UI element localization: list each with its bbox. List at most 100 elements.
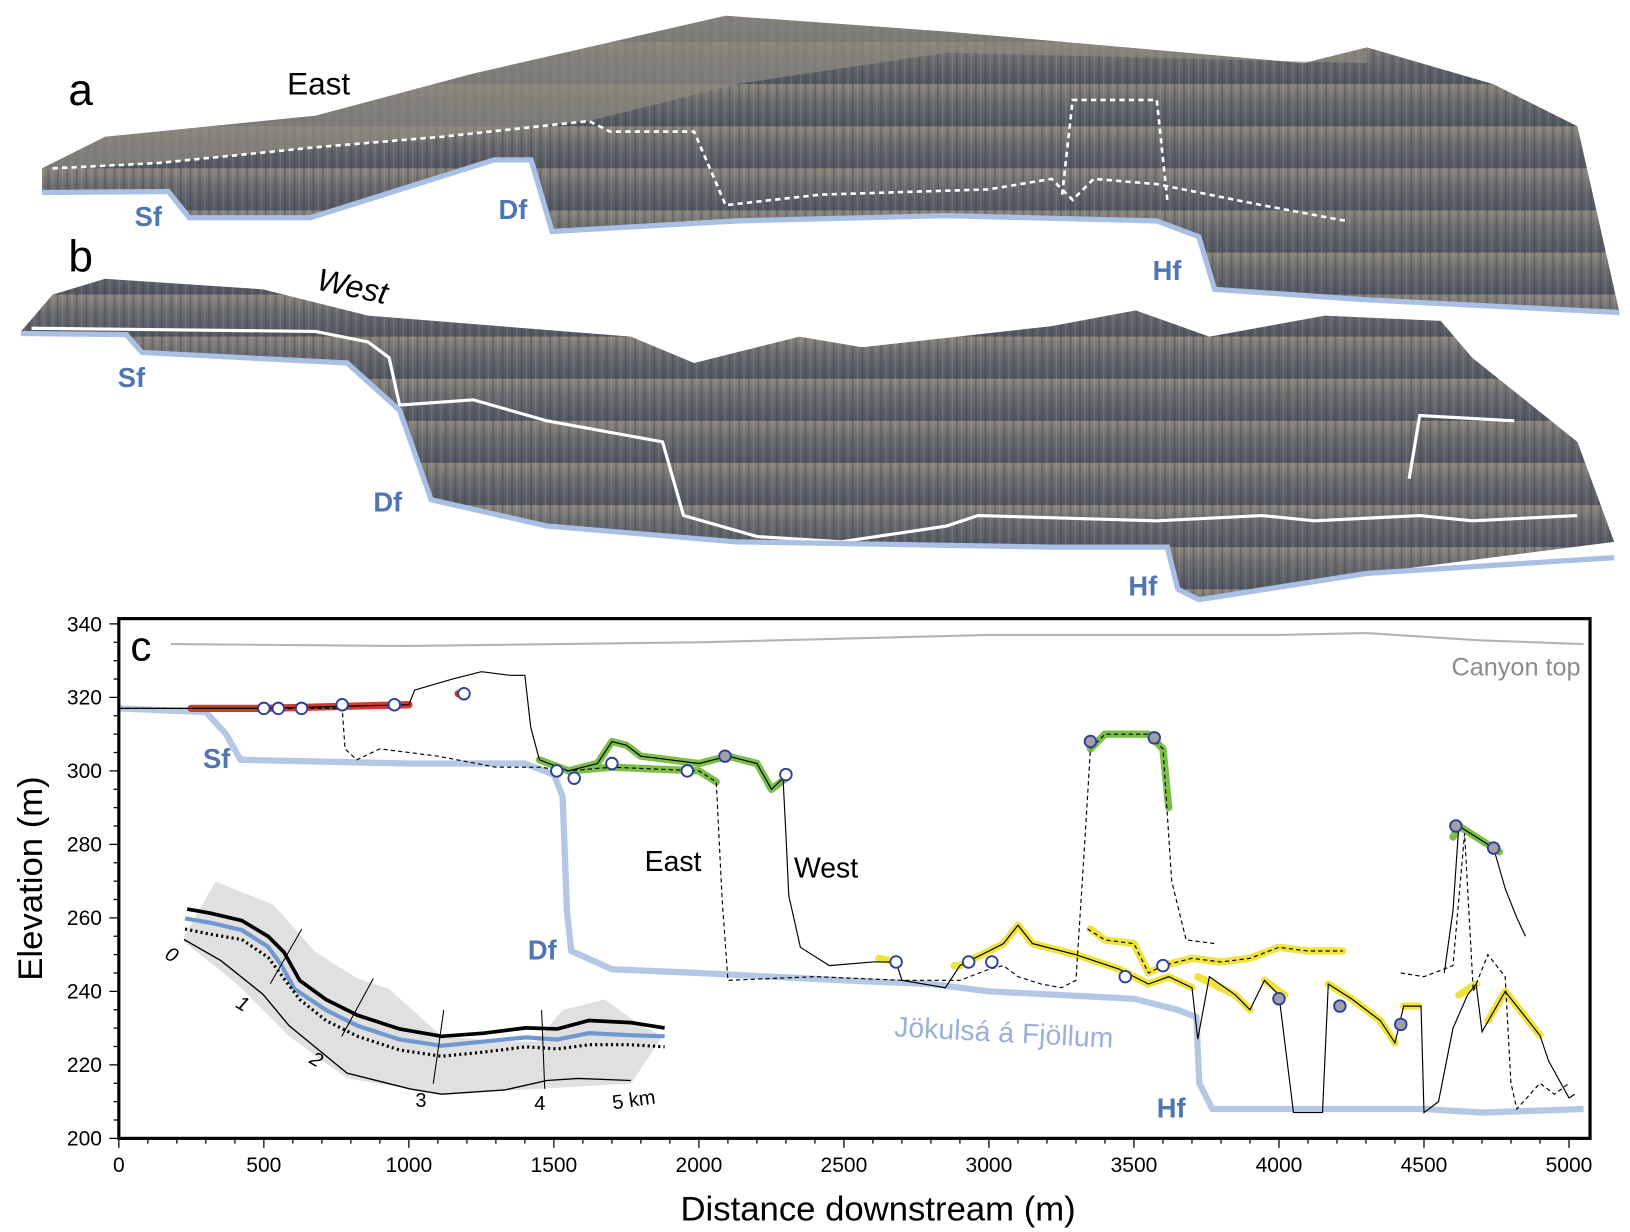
- x-tick-label: 5000: [1546, 1154, 1593, 1177]
- x-tick-label: 3500: [1111, 1154, 1158, 1177]
- y-tick-label: 320: [67, 687, 102, 710]
- inset-km-tick-2: [341, 978, 374, 1037]
- east-river-line: [42, 157, 1620, 316]
- west-label: West: [794, 852, 858, 884]
- green-lava-unit-highlight: [1086, 730, 1173, 812]
- x-tick-label: 500: [246, 1154, 281, 1177]
- x-tick-label: 1000: [385, 1154, 432, 1177]
- panel-b-side-label: West: [314, 261, 392, 311]
- river-profile-line: [118, 705, 1584, 1116]
- x-tick-label: 0: [113, 1154, 125, 1177]
- sample-marker-filled: [1272, 991, 1286, 1006]
- east-profile-line: [1087, 928, 1343, 974]
- sample-marker-open: [294, 701, 309, 716]
- inset-km-tick-3: [432, 1009, 445, 1084]
- x-tick-label: 2000: [676, 1154, 723, 1177]
- inset-km-1: 1: [232, 992, 253, 1017]
- sf-label: Sf: [203, 743, 231, 774]
- sample-marker-open: [335, 698, 349, 712]
- x-tick-label: 3000: [966, 1154, 1013, 1177]
- panel-c-chart: 0 1 2 3 4 5 km 0 500 1000 1500 2000 2500 3000 3…: [12, 613, 1592, 1228]
- y-tick-label: 240: [67, 981, 102, 1004]
- y-tick-label: 280: [67, 834, 102, 857]
- inset-east-rim: [183, 938, 631, 1095]
- y-tick-label: 340: [67, 613, 102, 636]
- canyon-top-line: [170, 631, 1584, 648]
- panel-b-hf-label: Hf: [1128, 570, 1158, 601]
- panel-b-sf-label: Sf: [118, 362, 146, 393]
- panel-a-df-label: Df: [498, 194, 528, 225]
- sample-marker-filled: [1083, 734, 1098, 749]
- panel-c-letter: c: [130, 623, 151, 670]
- panel-a-hf-label: Hf: [1153, 255, 1183, 286]
- sample-marker-filled: [1394, 1017, 1408, 1032]
- inset-km-tick-4: [541, 1009, 546, 1089]
- inset-km-0: 0: [161, 943, 182, 968]
- sample-marker-open: [271, 701, 286, 716]
- sample-marker-open: [680, 764, 695, 778]
- df-label: Df: [528, 935, 558, 966]
- x-tick-label: 2500: [821, 1154, 868, 1177]
- sample-marker-open: [387, 698, 402, 712]
- sample-marker-open: [1118, 969, 1132, 984]
- chart-axes: 0 500 1000 1500 2000 2500 3000 3500 4000 4500 5000…: [67, 613, 1592, 1177]
- sample-marker-open: [1156, 958, 1170, 973]
- panel-b-letter: b: [68, 232, 93, 281]
- yellow-lava-unit-highlight: [1484, 987, 1544, 1040]
- sample-marker-open: [779, 767, 793, 782]
- east-profile-line: [1400, 833, 1570, 1111]
- sample-marker-open: [889, 955, 903, 969]
- canyon-top-label: Canyon top: [1452, 653, 1581, 681]
- y-tick-label: 300: [67, 760, 102, 783]
- sample-marker-open: [550, 764, 564, 778]
- inset-map: 0 1 2 3 4 5 km: [161, 881, 665, 1115]
- west-river-line: [21, 330, 1615, 603]
- river-label: Jökulsá á Fjöllum: [894, 1011, 1115, 1054]
- panel-a-side-label: East: [287, 66, 350, 102]
- inset-km-5: 5 km: [611, 1087, 657, 1115]
- panel-a-sf-label: Sf: [135, 201, 163, 232]
- west-lava-contact-line: [31, 326, 1578, 544]
- panel-b-df-label: Df: [373, 486, 403, 517]
- west-canyon-wall-image: [21, 278, 1615, 600]
- sample-marker-open: [257, 701, 271, 716]
- west-profile-line: [1443, 824, 1526, 974]
- sample-marker-filled: [1147, 731, 1161, 745]
- inset-west-edge: [186, 907, 665, 1039]
- panel-a-photo: a East Sf Df Hf: [42, 15, 1620, 316]
- west-lava-contact-line-2: [1407, 413, 1515, 479]
- hf-label: Hf: [1157, 1092, 1187, 1123]
- x-axis-label: Distance downstream (m): [680, 1190, 1075, 1228]
- panel-a-letter: a: [68, 66, 93, 115]
- x-tick-label: 4000: [1256, 1154, 1303, 1177]
- x-tick-label: 1500: [531, 1154, 578, 1177]
- plateau-top: [42, 15, 1368, 171]
- sample-marker-open: [457, 686, 471, 701]
- y-tick-label: 220: [67, 1054, 102, 1077]
- east-profile-line: [118, 707, 1216, 989]
- y-tick-label: 260: [67, 907, 102, 930]
- y-axis-label: Elevation (m): [12, 776, 50, 980]
- yellow-lava-unit-highlight: [1324, 980, 1399, 1047]
- sample-marker-filled: [718, 749, 732, 763]
- east-label: East: [645, 846, 702, 878]
- sample-marker-open: [961, 955, 976, 969]
- inset-east-edge: [184, 927, 665, 1058]
- yellow-lava-unit-highlight: [1194, 972, 1254, 1014]
- sample-marker-filled: [1333, 999, 1347, 1013]
- sample-marker-open: [567, 771, 581, 785]
- sample-marker-filled: [1486, 841, 1501, 855]
- sample-marker-open: [985, 955, 999, 969]
- x-tick-label: 4500: [1401, 1154, 1448, 1177]
- inset-km-3: 3: [415, 1090, 426, 1112]
- chart-marks: [118, 631, 1584, 1116]
- sample-marker-filled: [1449, 819, 1463, 833]
- inset-km-4: 4: [534, 1093, 545, 1115]
- inset-km-tick-1: [269, 928, 303, 984]
- sample-marker-open: [605, 756, 619, 771]
- east-lava-contact-line-2: [1060, 98, 1169, 201]
- y-tick-label: 200: [67, 1128, 102, 1151]
- inset-river: [184, 916, 665, 1048]
- plot-frame: [117, 617, 1592, 1140]
